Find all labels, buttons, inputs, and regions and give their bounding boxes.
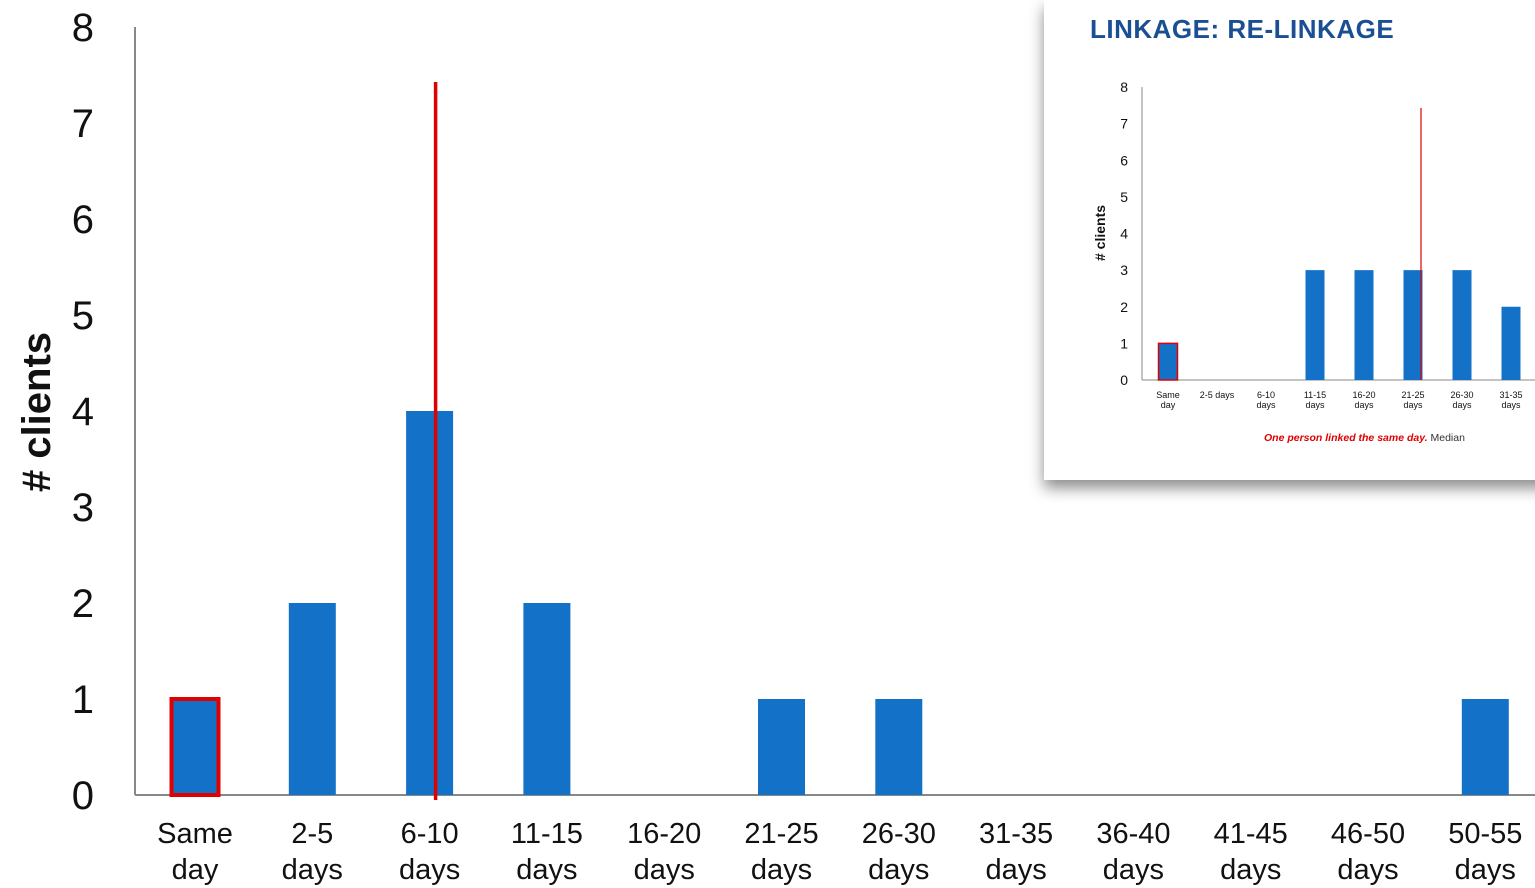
inset-x-tick-label: 11-15 — [1304, 390, 1326, 400]
inset-x-tick-label: days — [1501, 400, 1521, 410]
inset-x-tick-label: 21-25 — [1401, 390, 1424, 400]
main-x-tick-label: day — [172, 854, 219, 886]
inset-bar — [1452, 270, 1472, 380]
main-y-tick-label: 6 — [72, 198, 94, 242]
inset-x-tick-label: days — [1452, 400, 1472, 410]
main-bar — [288, 603, 336, 795]
inset-caption-rest: Median — [1427, 432, 1465, 444]
main-x-tick-label: 16-20 — [627, 818, 701, 850]
inset-x-tick-label: 6-10 — [1257, 390, 1275, 400]
main-bar — [523, 603, 571, 795]
inset-x-tick-label: Same — [1156, 390, 1180, 400]
main-x-tick-label: 31-35 — [979, 818, 1053, 850]
main-x-tick-label: days — [282, 854, 343, 886]
main-bar — [875, 699, 923, 795]
main-bar — [1461, 699, 1509, 795]
inset-y-tick-label: 3 — [1120, 262, 1128, 278]
main-x-tick-label: Same — [157, 818, 233, 850]
inset-y-tick-label: 2 — [1120, 299, 1128, 315]
inset-y-tick-label: 1 — [1120, 335, 1128, 351]
main-x-tick-label: 36-40 — [1096, 818, 1170, 850]
main-y-tick-label: 4 — [72, 390, 94, 434]
main-y-tick-label: 7 — [72, 102, 94, 146]
main-x-tick-label: days — [634, 854, 695, 886]
inset-y-tick-label: 4 — [1120, 226, 1128, 242]
main-y-axis-label: # clients — [15, 332, 59, 492]
inset-x-tick-label: 2-5 days — [1200, 390, 1235, 400]
inset-bar — [1501, 306, 1521, 380]
inset-y-tick-label: 7 — [1120, 116, 1128, 132]
inset-y-tick-label: 0 — [1120, 372, 1128, 388]
inset-bar — [1354, 270, 1374, 380]
main-y-tick-label: 2 — [72, 582, 94, 626]
inset-caption-highlight: One person linked the same day. — [1264, 432, 1428, 444]
main-x-tick-label: days — [985, 854, 1046, 886]
main-x-tick-label: 41-45 — [1214, 818, 1288, 850]
main-bar — [169, 697, 221, 797]
main-y-tick-label: 0 — [72, 774, 94, 818]
main-y-tick-label: 3 — [72, 486, 94, 530]
main-x-tick-label: days — [1337, 854, 1398, 886]
main-x-tick-label: 11-15 — [511, 818, 583, 850]
inset-x-tick-label: 16-20 — [1352, 390, 1375, 400]
main-x-tick-label: days — [516, 854, 577, 886]
main-y-tick-label: 5 — [72, 294, 94, 338]
main-bar — [758, 699, 805, 795]
main-x-tick-label: days — [1455, 854, 1516, 886]
main-x-tick-label: days — [868, 854, 929, 886]
inset-chart-title: LINKAGE: RE-LINKAGE — [1090, 14, 1395, 44]
main-y-tick-label: 8 — [72, 6, 94, 50]
main-x-tick-label: 50-55 — [1448, 818, 1522, 850]
inset-y-axis-label: # clients — [1092, 205, 1108, 261]
inset-x-tick-label: days — [1256, 400, 1276, 410]
inset-y-tick-label: 8 — [1120, 79, 1128, 95]
main-x-tick-label: days — [1220, 854, 1281, 886]
inset-x-tick-label: days — [1305, 400, 1325, 410]
inset-x-tick-label: days — [1354, 400, 1374, 410]
main-x-tick-label: days — [751, 854, 812, 886]
main-x-tick-label: 26-30 — [862, 818, 936, 850]
inset-bar — [1403, 270, 1423, 380]
main-x-tick-label: 6-10 — [401, 818, 459, 850]
main-x-tick-label: 46-50 — [1331, 818, 1405, 850]
main-bar — [406, 411, 454, 795]
inset-x-tick-label: days — [1403, 400, 1423, 410]
inset-x-tick-label: 26-30 — [1450, 390, 1473, 400]
inset-x-tick-label: day — [1161, 400, 1176, 410]
inset-y-tick-label: 6 — [1120, 152, 1128, 168]
main-y-tick-label: 1 — [72, 678, 94, 722]
inset-y-tick-label: 5 — [1120, 189, 1128, 205]
main-x-tick-label: days — [399, 854, 460, 886]
inset-caption: One person linked the same day. Median — [1264, 432, 1465, 444]
main-x-tick-label: days — [1103, 854, 1164, 886]
inset-x-tick-label: 31-35 — [1499, 390, 1522, 400]
inset-bar — [1157, 342, 1179, 381]
inset-bar — [1305, 270, 1325, 380]
main-x-tick-label: 21-25 — [744, 818, 818, 850]
inset-chart-panel: LINKAGE: RE-LINKAGE 0 1 2 3 4 5 6 7 8 # clients Sa… — [1044, 0, 1535, 480]
main-x-tick-label: 2-5 — [291, 818, 333, 850]
